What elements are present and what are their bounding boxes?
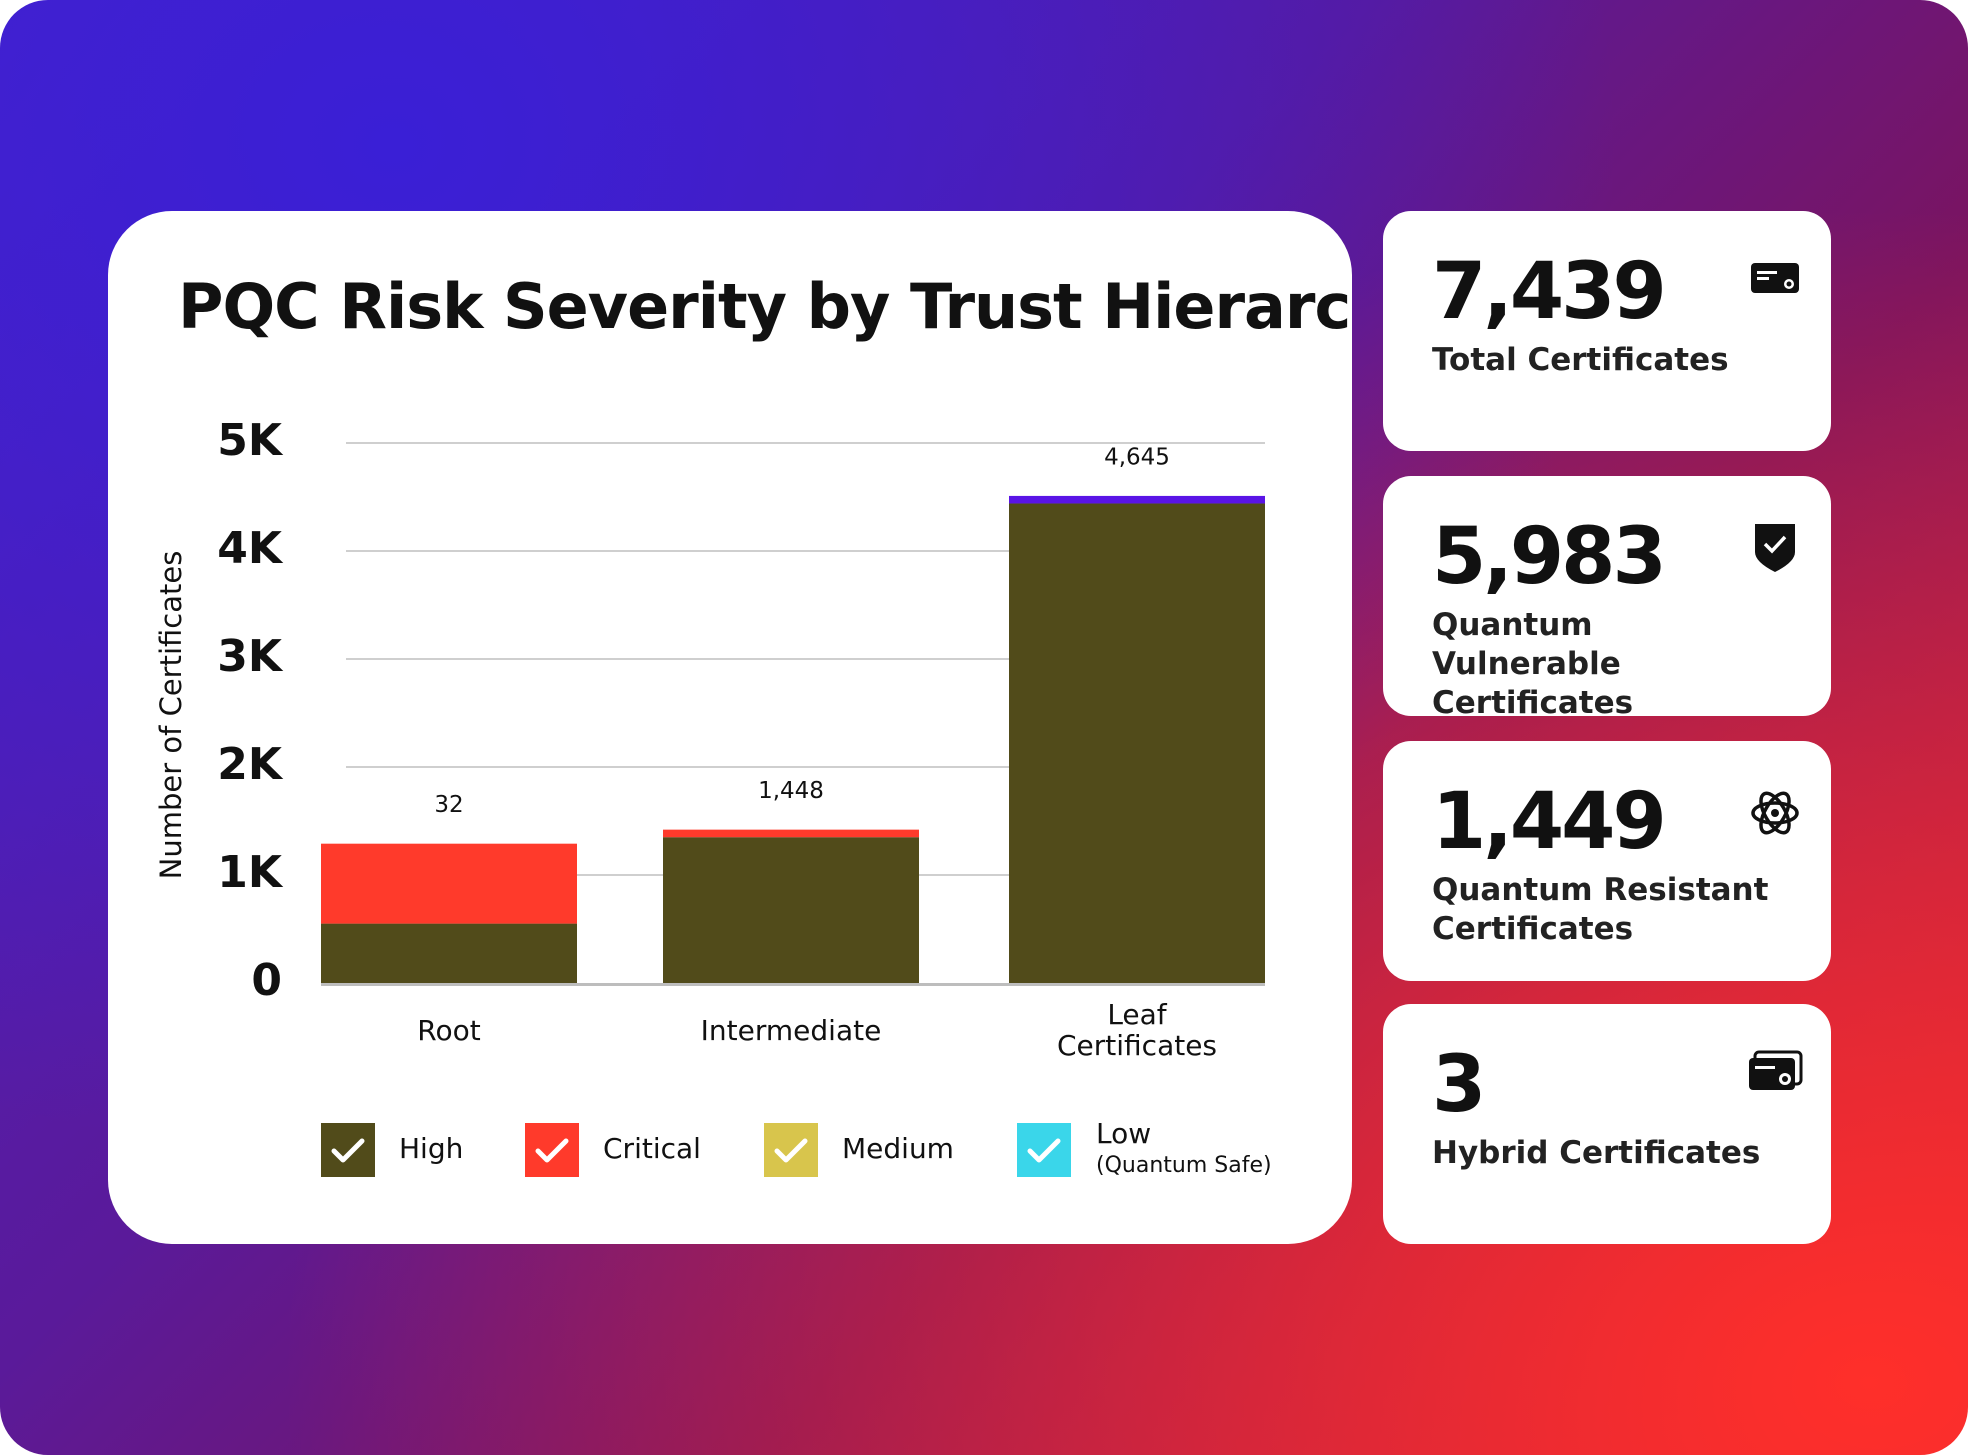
legend-swatch (764, 1123, 818, 1177)
legend-note: (Quantum Safe) (1096, 1153, 1272, 1178)
x-tick-label: Leaf Certificates (1056, 998, 1218, 1062)
bar-label: 4,645 (1104, 444, 1170, 470)
legend-swatch (1017, 1123, 1071, 1177)
legend-label: Critical (603, 1132, 701, 1165)
stat-icon (1749, 1050, 1803, 1090)
stat-value: 1,449 (1432, 777, 1667, 867)
chart: PQC Risk Severity by Trust Hierarchy Num… (154, 270, 1352, 1178)
legend-swatch (525, 1123, 579, 1177)
stat-icon (1755, 524, 1795, 572)
stat-label: Hybrid Certificates (1432, 1135, 1761, 1171)
bar-segment (663, 837, 919, 983)
x-tick-label: Root (417, 1013, 481, 1047)
stat-label: Total Certificates (1432, 342, 1729, 378)
bar-label: 1,448 (758, 778, 824, 804)
bar-segment (663, 829, 919, 838)
bar-segment (1009, 495, 1265, 504)
bar-label: 32 (434, 792, 463, 818)
stat-value: 3 (1432, 1040, 1486, 1130)
stat-value: 5,983 (1432, 512, 1667, 602)
y-tick-label: 4K (217, 523, 284, 574)
stat-label: Quantum Vulnerable Certificates (1432, 607, 1634, 721)
stat-icon (1751, 263, 1799, 293)
bar-segment (1009, 503, 1265, 983)
bar-segment (321, 843, 577, 924)
chart-title: PQC Risk Severity by Trust Hierarchy (178, 270, 1352, 343)
legend-swatch (321, 1123, 375, 1177)
y-tick-label: 2K (217, 739, 284, 790)
bar-segment (321, 923, 577, 983)
stat-card: 5,983 Quantum Vulnerable Certificates (1383, 476, 1831, 721)
legend-label: Medium (842, 1132, 954, 1165)
chart-card: PQC Risk Severity by Trust Hierarchy Num… (108, 211, 1352, 1244)
y-tick-label: 0 (251, 955, 282, 1006)
x-tick-label: Intermediate (700, 1013, 882, 1047)
legend-label: Low (1096, 1117, 1151, 1150)
y-tick-label: 3K (217, 631, 284, 682)
legend-check (1027, 1138, 1061, 1163)
stat-card: 1,449 Quantum Resistant Certificates (1383, 741, 1831, 981)
legend-label: High (399, 1132, 463, 1165)
stat-value: 7,439 (1432, 247, 1667, 337)
y-axis-title: Number of Certificates (154, 551, 188, 880)
legend-check (774, 1138, 808, 1163)
legend-check (331, 1138, 365, 1163)
legend-check (535, 1138, 569, 1163)
y-tick-label: 5K (217, 415, 284, 466)
stat-label: Quantum Resistant Certificates (1432, 872, 1769, 947)
stat-card: 7,439 Total Certificates (1383, 211, 1831, 451)
stat-icon (1751, 791, 1799, 835)
y-tick-label: 1K (217, 847, 284, 898)
stat-card: 3 Hybrid Certificates (1383, 1004, 1831, 1244)
